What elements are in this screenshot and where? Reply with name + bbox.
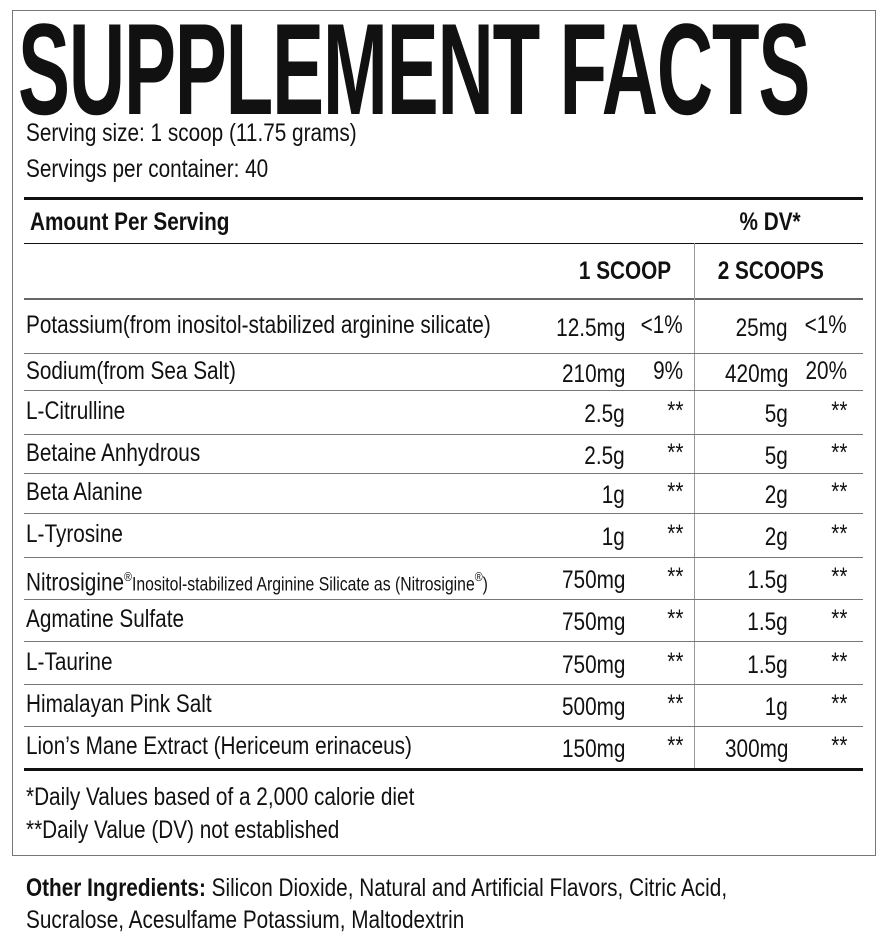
dv-2-scoops: ** <box>830 690 847 718</box>
amount-2-scoops: 1.5g <box>747 608 788 636</box>
dv-1-scoop: ** <box>666 520 683 548</box>
amount-1-scoop: 750mg <box>561 650 625 679</box>
amount-1-scoop: 12.5mg <box>555 314 625 342</box>
dv-2-scoops: ** <box>830 438 847 467</box>
nutrient-name: Sodium(from Sea Salt) <box>26 356 236 385</box>
divider <box>24 197 863 200</box>
other-ingredients-continued: Sucralose, Acesulfame Potassium, Maltode… <box>26 906 465 934</box>
dv-1-scoop: <1% <box>640 311 683 339</box>
amount-2-scoops: 5g <box>764 441 788 470</box>
amount-2-scoops: 420mg <box>724 359 788 388</box>
table-row: Agmatine Sulfate 750mg ** 1.5g ** <box>0 604 894 636</box>
dv-2-scoops: ** <box>830 520 847 548</box>
footnote: **Daily Value (DV) not established <box>26 816 340 844</box>
serving-size: Serving size: 1 scoop (11.75 grams) <box>26 119 357 147</box>
dv-2-scoops: ** <box>830 478 847 506</box>
table-row: Lion’s Mane Extract (Hericeum erinaceus)… <box>0 731 894 763</box>
row-divider <box>24 726 863 727</box>
dv-1-scoop: ** <box>666 732 683 760</box>
table-row: L-Citrulline 2.5g ** 5g ** <box>0 396 894 428</box>
amount-2-scoops: 300mg <box>724 735 788 763</box>
nutrient-name: L-Citrulline <box>26 397 126 425</box>
table-row: Himalayan Pink Salt 500mg ** 1g ** <box>0 689 894 721</box>
amount-per-serving-header: Amount Per Serving <box>30 208 230 236</box>
nutrient-name: L-Tyrosine <box>26 520 123 548</box>
dv-2-scoops: ** <box>830 605 847 633</box>
amount-1-scoop: 750mg <box>561 608 625 636</box>
dv-1-scoop: ** <box>666 563 683 591</box>
nutrient-name: Beta Alanine <box>26 478 143 506</box>
table-row: Potassium(from inositol-stabilized argin… <box>0 310 894 342</box>
row-divider <box>24 353 863 354</box>
column-header-2-scoops: 2 SCOOPS <box>717 257 824 285</box>
amount-1-scoop: 2.5g <box>584 441 625 470</box>
dv-1-scoop: ** <box>666 478 683 506</box>
nutrient-name: Potassium(from inositol-stabilized argin… <box>26 311 491 339</box>
table-row: Beta Alanine 1g ** 2g ** <box>0 477 894 509</box>
supplement-facts-panel <box>12 10 876 856</box>
table-row: L-Taurine 750mg ** 1.5g ** <box>0 647 894 679</box>
column-header-1-scoop: 1 SCOOP <box>578 257 671 285</box>
amount-1-scoop: 2.5g <box>584 400 625 428</box>
dv-2-scoops: ** <box>830 563 847 591</box>
amount-2-scoops: 2g <box>764 481 788 509</box>
row-divider <box>24 390 863 391</box>
amount-2-scoops: 5g <box>764 400 788 428</box>
dv-1-scoop: 9% <box>653 356 683 385</box>
amount-2-scoops: 1g <box>764 693 788 721</box>
dv-2-scoops: 20% <box>805 356 847 385</box>
amount-1-scoop: 150mg <box>561 735 625 763</box>
nutrient-name: Lion’s Mane Extract (Hericeum erinaceus) <box>26 732 412 760</box>
row-divider <box>24 599 863 600</box>
amount-1-scoop: 500mg <box>561 693 625 721</box>
table-row: Nitrosigine®Inositol-stabilized Arginine… <box>0 562 894 596</box>
dv-1-scoop: ** <box>666 397 683 425</box>
amount-1-scoop: 1g <box>601 481 625 509</box>
nutrient-name: Betaine Anhydrous <box>26 438 201 467</box>
table-row: Sodium(from Sea Salt) 210mg 9% 420mg 20% <box>0 356 894 388</box>
row-divider <box>24 513 863 514</box>
servings-per-container: Servings per container: 40 <box>26 155 269 183</box>
amount-2-scoops: 1.5g <box>747 566 788 594</box>
page-title: SUPPLEMENT FACTS <box>18 0 810 142</box>
dv-2-scoops: ** <box>830 397 847 425</box>
other-ingredients-label: Other Ingredients: <box>26 874 206 902</box>
nutrient-name: Himalayan Pink Salt <box>26 690 212 718</box>
dv-2-scoops: ** <box>830 647 847 676</box>
table-row: L-Tyrosine 1g ** 2g ** <box>0 519 894 551</box>
amount-2-scoops: 1.5g <box>747 650 788 679</box>
amount-1-scoop: 750mg <box>561 566 625 594</box>
table-row: Betaine Anhydrous 2.5g ** 5g ** <box>0 438 894 470</box>
row-divider <box>24 684 863 685</box>
dv-1-scoop: ** <box>666 690 683 718</box>
divider <box>24 243 863 244</box>
row-divider <box>24 641 863 642</box>
dv-1-scoop: ** <box>666 438 683 467</box>
nutrient-name: Nitrosigine®Inositol-stabilized Arginine… <box>26 568 488 597</box>
amount-1-scoop: 1g <box>601 523 625 551</box>
amount-2-scoops: 25mg <box>736 314 788 342</box>
dv-header: % DV* <box>739 208 801 236</box>
dv-2-scoops: <1% <box>804 311 847 339</box>
footnote: *Daily Values based of a 2,000 calorie d… <box>26 783 415 811</box>
row-divider <box>24 434 863 435</box>
nutrient-name: Agmatine Sulfate <box>26 605 185 633</box>
column-divider <box>694 243 695 768</box>
amount-2-scoops: 2g <box>764 523 788 551</box>
row-divider <box>24 473 863 474</box>
dv-1-scoop: ** <box>666 605 683 633</box>
other-ingredients: Other Ingredients: Silicon Dioxide, Natu… <box>26 874 728 902</box>
dv-2-scoops: ** <box>830 732 847 760</box>
nutrient-name: L-Taurine <box>26 647 113 676</box>
divider <box>24 768 863 771</box>
row-divider <box>24 557 863 558</box>
dv-1-scoop: ** <box>666 647 683 676</box>
amount-1-scoop: 210mg <box>561 359 625 388</box>
divider <box>24 298 863 300</box>
